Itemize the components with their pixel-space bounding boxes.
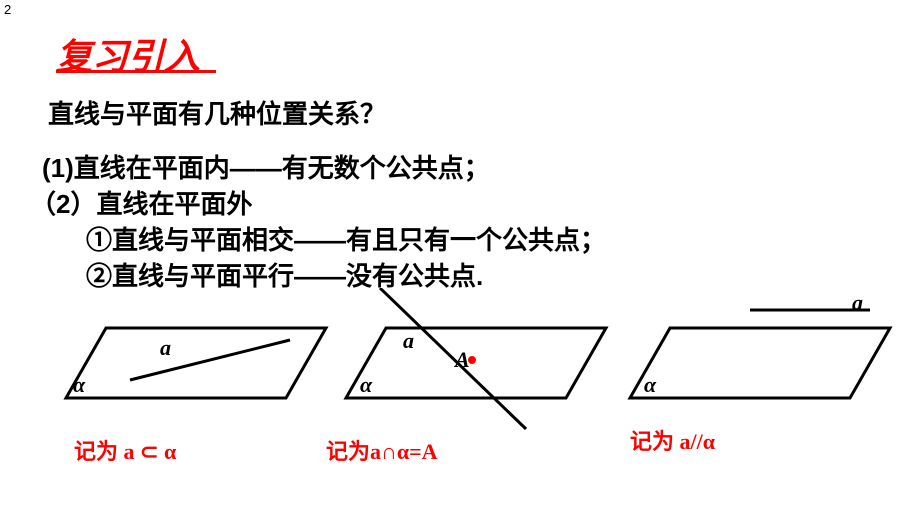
caption-2: 记为a∩α=A bbox=[326, 434, 438, 466]
plane-2 bbox=[346, 328, 606, 398]
caption-1: 记为 a ⊂ α bbox=[74, 434, 176, 466]
diagrams-svg bbox=[30, 288, 910, 438]
page-number: 2 bbox=[4, 2, 11, 17]
label-a-3: a bbox=[852, 290, 863, 316]
line-a-2 bbox=[380, 288, 526, 429]
label-a-1: a bbox=[160, 335, 171, 361]
caption-3: 记为 a//α bbox=[630, 424, 715, 456]
label-point-A: A bbox=[455, 347, 470, 373]
title-underline bbox=[56, 70, 216, 73]
caption-1-post: α bbox=[158, 439, 176, 464]
subset-icon: ⊂ bbox=[140, 439, 158, 464]
list-item-2: （2）直线在平面外 bbox=[30, 184, 252, 221]
caption-1-pre: 记为 a bbox=[74, 439, 140, 464]
label-alpha-2: α bbox=[360, 372, 372, 398]
line-a-1 bbox=[130, 340, 290, 380]
plane-3 bbox=[630, 328, 890, 398]
label-alpha-1: α bbox=[73, 372, 85, 398]
label-a-2: a bbox=[403, 328, 414, 354]
main-question: 直线与平面有几种位置关系？ bbox=[48, 94, 386, 131]
list-item-2a: ①直线与平面相交——有且只有一个公共点； bbox=[86, 220, 606, 257]
list-item-1: (1)直线在平面内——有无数个公共点； bbox=[42, 148, 490, 185]
label-alpha-3: α bbox=[644, 372, 656, 398]
